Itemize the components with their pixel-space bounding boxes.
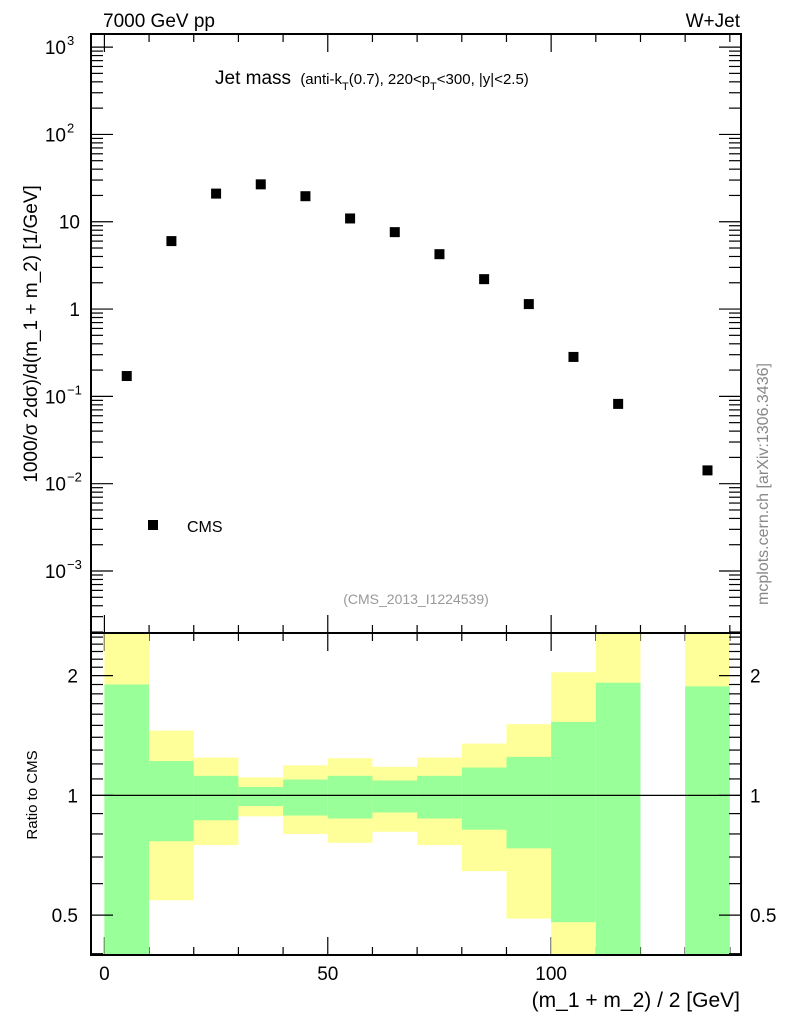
ratio-band-green (506, 756, 552, 849)
y-tick-label: 1 (69, 300, 80, 321)
data-point-cms (300, 191, 311, 202)
top-y-axis-label: 1000/σ 2dσ)/d(m_1 + m_2) [1/GeV] (21, 185, 42, 483)
data-point-cms (211, 188, 222, 199)
ratio-band-green (104, 684, 150, 955)
y-tick-label: 10 (45, 387, 66, 408)
plot-title-sub: <300, |y|<2.5) (437, 71, 529, 88)
ratio-band-green (149, 761, 194, 842)
y-tick-label-exponent: −3 (67, 557, 82, 572)
ratio-band-green (283, 779, 328, 816)
ratio-band-green (685, 686, 730, 955)
legend-marker (148, 520, 158, 530)
data-point-cms (568, 351, 579, 362)
ratio-band-green (417, 775, 462, 819)
y-tick-label: 10 (45, 125, 66, 146)
y-tick-label: 10 (45, 475, 66, 496)
ratio-y-tick-label-right: 0.5 (750, 906, 776, 927)
data-point-cms (389, 227, 400, 238)
ratio-band-green (551, 721, 596, 923)
data-point-cms (166, 236, 177, 247)
y-tick-label-exponent: 3 (67, 33, 74, 48)
ratio-band-green (327, 775, 373, 819)
y-tick-label: 10 (45, 38, 66, 59)
data-point-cms (345, 213, 356, 224)
top-panel-frame (90, 33, 742, 634)
y-tick-label-exponent: −2 (67, 470, 82, 485)
ratio-y-axis-label: Ratio to CMS (24, 750, 41, 839)
ratio-y-tick-label-right: 1 (750, 786, 761, 807)
y-tick-label: 10 (59, 213, 80, 234)
plot-title-subscript: T (430, 81, 437, 93)
data-point-cms (255, 179, 266, 190)
data-point-cms (702, 465, 713, 476)
data-point-cms (121, 371, 132, 382)
x-tick-label: 100 (535, 964, 567, 985)
header-energy-label: 7000 GeV pp (103, 11, 215, 32)
y-tick-label: 10 (45, 562, 66, 583)
x-tick-label: 50 (317, 964, 338, 985)
ratio-band-green (372, 780, 418, 813)
ratio-y-tick-label-left: 1 (67, 786, 78, 807)
ratio-band-green (238, 786, 284, 807)
ratio-panel-frame (90, 632, 742, 956)
data-point-cms (613, 398, 624, 409)
legend-label: CMS (187, 519, 223, 536)
analysis-watermark: (CMS_2013_I1224539) (343, 591, 489, 607)
ratio-band-green (461, 767, 507, 830)
plot-title-sub: (anti-k (300, 71, 342, 88)
data-point-cms (479, 274, 490, 285)
ratio-band-green (193, 775, 239, 821)
header-process-label: W+Jet (686, 11, 741, 32)
ratio-y-tick-label-right: 2 (750, 667, 761, 688)
y-tick-label-exponent: −1 (67, 382, 82, 397)
plot-title-main: Jet mass (215, 68, 291, 89)
ratio-y-tick-label-left: 2 (67, 667, 78, 688)
plot-title-sub: (0.7), 220<p (349, 71, 430, 88)
data-point-cms (434, 249, 445, 260)
ratio-band-green (595, 682, 641, 955)
source-label: mcplots.cern.ch [arXiv:1306.3436] (755, 363, 772, 605)
plot-title: Jet mass (anti-kT(0.7), 220<pT<300, |y|<… (215, 68, 529, 93)
ratio-panel: 0 50 100 2 2 1 1 0.5 0.5 (52, 632, 776, 985)
data-point-cms (523, 299, 534, 310)
y-tick-label-exponent: 2 (67, 120, 74, 135)
x-axis-label: (m_1 + m_2) / 2 [GeV] (532, 989, 740, 1012)
x-tick-label: 0 (99, 964, 110, 985)
ratio-y-tick-label-left: 0.5 (52, 906, 78, 927)
plot-title-subscript: T (342, 81, 349, 93)
